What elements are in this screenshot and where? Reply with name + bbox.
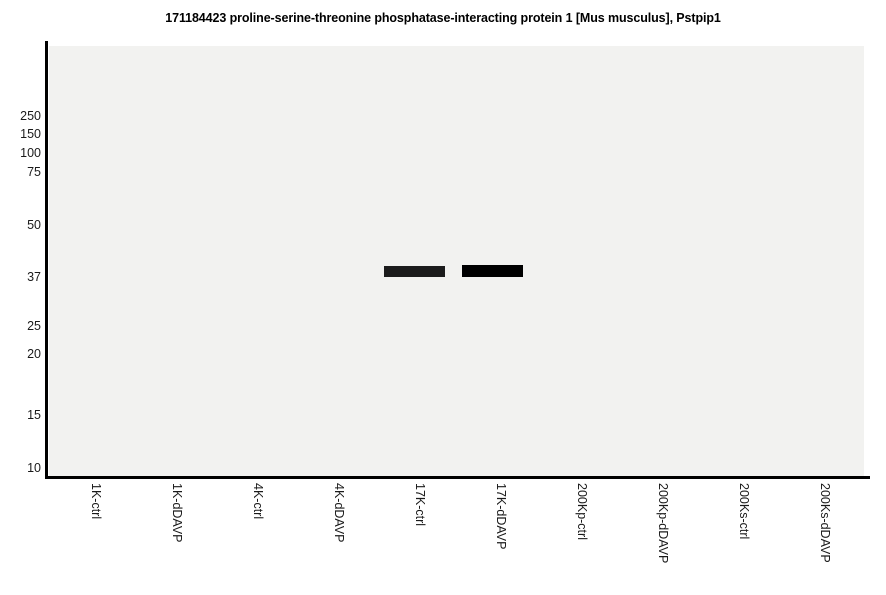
x-tick-label-200ks-ddavp: 200Ks-dDAVP	[818, 483, 832, 563]
x-tick-label-17k-ctrl: 17K-ctrl	[413, 483, 427, 527]
band-17K-ctrl	[384, 266, 445, 277]
y-tick-label: 25	[27, 319, 41, 333]
x-axis-line	[45, 476, 870, 479]
page-title: 171184423 proline-serine-threonine phosp…	[165, 11, 721, 25]
y-tick-label: 150	[20, 127, 41, 141]
band-17K-dDAVP	[462, 265, 523, 277]
x-tick-label-200ks-ctrl: 200Ks-ctrl	[737, 483, 751, 540]
y-tick-label: 20	[27, 347, 41, 361]
x-tick-label-4k-ddavp: 4K-dDAVP	[332, 483, 346, 543]
y-tick-label: 15	[27, 408, 41, 422]
y-tick-label: 250	[20, 109, 41, 123]
x-tick-label-17k-ddavp: 17K-dDAVP	[494, 483, 508, 550]
x-tick-label-1k-ctrl: 1K-ctrl	[89, 483, 103, 520]
y-tick-label: 10	[27, 461, 41, 475]
y-tick-label: 100	[20, 146, 41, 160]
x-tick-label-1k-ddavp: 1K-dDAVP	[170, 483, 184, 543]
x-tick-label-200kp-ddavp: 200Kp-dDAVP	[656, 483, 670, 564]
y-tick-label: 37	[27, 270, 41, 284]
x-tick-label-200kp-ctrl: 200Kp-ctrl	[575, 483, 589, 540]
y-tick-label: 75	[27, 165, 41, 179]
y-tick-label: 50	[27, 218, 41, 232]
x-tick-label-4k-ctrl: 4K-ctrl	[251, 483, 265, 520]
plot-area	[49, 46, 864, 476]
y-axis-line	[45, 41, 48, 479]
